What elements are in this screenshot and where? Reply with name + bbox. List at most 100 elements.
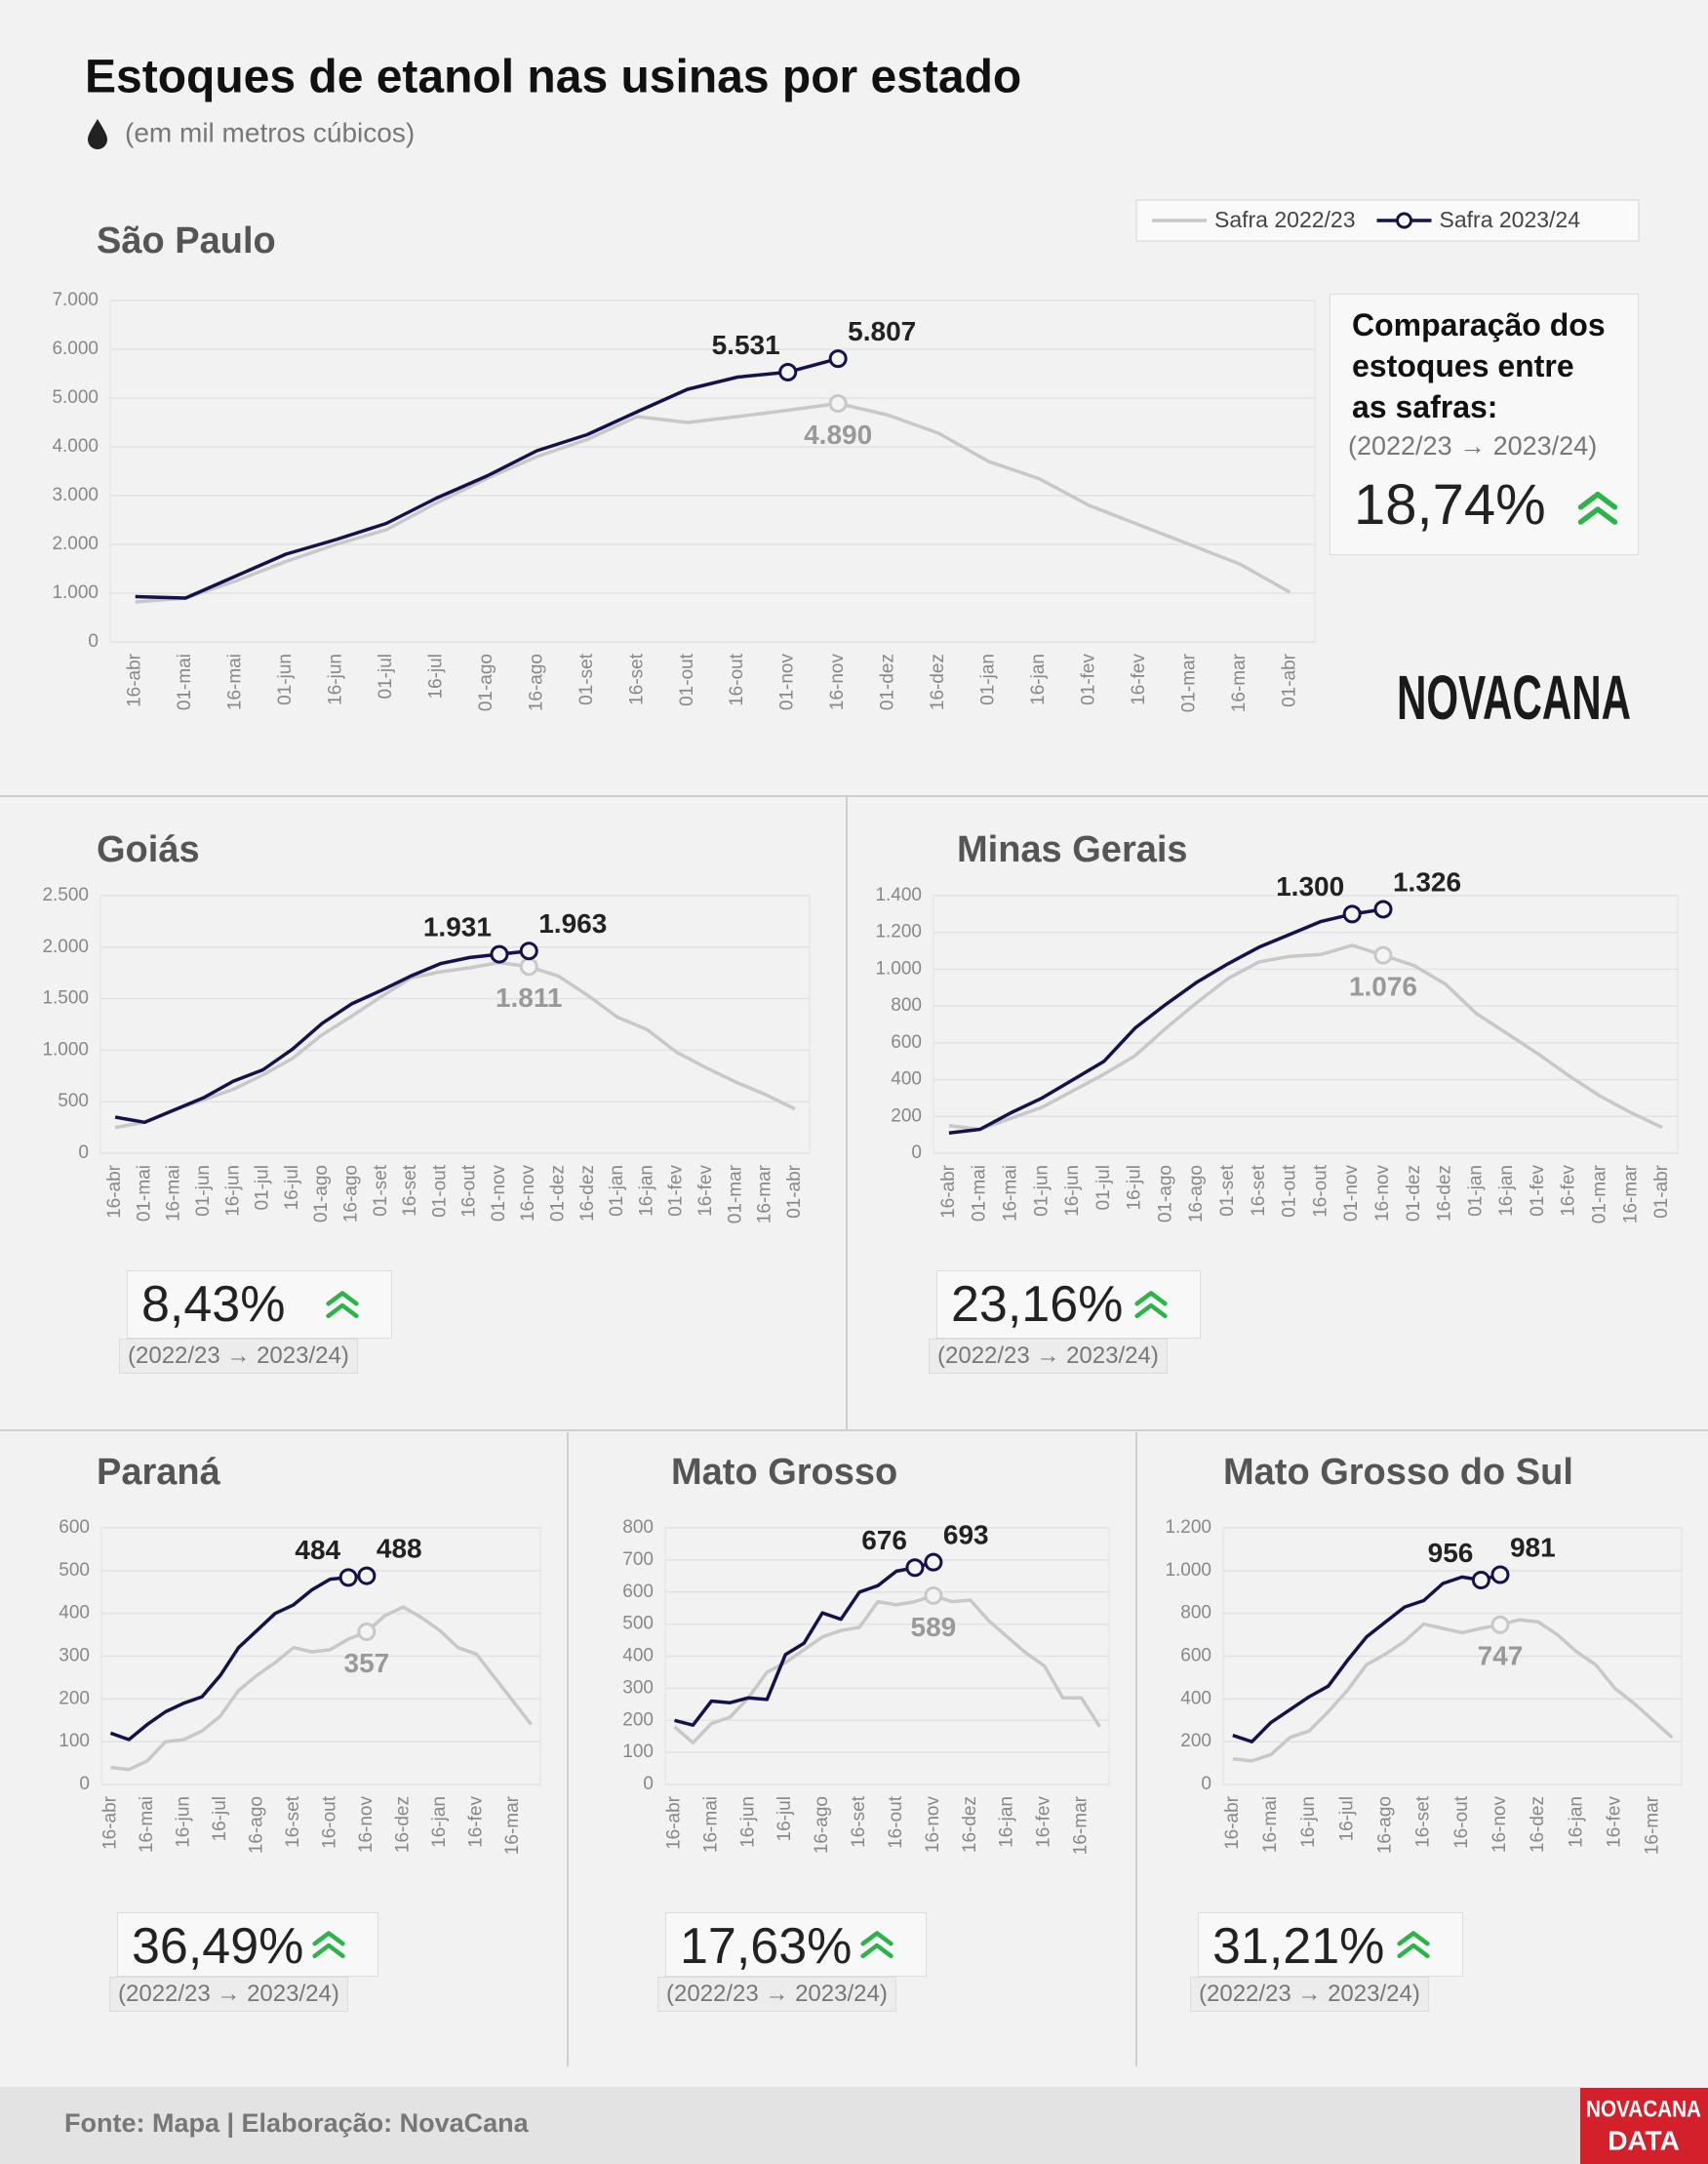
x-tick-label: 01-dez [878,654,898,710]
x-tick-label: 16-jul [1336,1796,1357,1841]
y-tick-label: 200 [1180,1731,1211,1751]
change-chevron [326,1302,359,1319]
y-tick-label: 200 [622,1709,654,1730]
x-tick-label: 01-ago [311,1165,332,1222]
x-tick-label: 01-abr [784,1164,805,1219]
x-tick-label: 16-abr [125,653,145,707]
y-tick-label: 300 [622,1677,654,1698]
change-value: 18,74% [1354,473,1546,537]
value-label: 747 [1478,1641,1524,1671]
x-tick-label: 16-mar [1620,1164,1641,1223]
comparison-period: (2022/23 → 2023/24) [1348,431,1598,461]
y-tick-label: 0 [79,1774,90,1794]
point-marker [905,1558,925,1578]
logo: NOVACANA [1397,662,1631,733]
x-tick-label: 16-mai [700,1796,721,1853]
x-tick-label: 01-out [677,653,697,706]
change-chevron [1577,506,1618,525]
legend-label: Safra 2023/24 [1440,207,1581,232]
y-tick-label: 6.000 [52,339,99,359]
x-tick-label: 16-out [1310,1164,1331,1218]
change-chevron [312,1931,345,1946]
x-tick-label: 16-jun [222,1165,243,1217]
y-tick-label: 3.000 [52,485,99,505]
point-marker [519,957,538,977]
comparison-period: (2022/23 → 2023/24) [657,1977,896,2012]
x-tick-label: 16-jul [282,1165,302,1210]
comparison-box: 23,16% [936,1270,1201,1339]
x-tick-label: 16-out [319,1795,339,1849]
chart-title: Goiás [97,829,200,870]
x-tick-label: 16-dez [577,1165,598,1222]
x-tick-label: 16-mai [137,1796,157,1853]
x-tick-label: 16-set [283,1795,303,1848]
value-label: 5.807 [848,316,916,346]
y-tick-label: 5.000 [52,387,99,408]
chart-title: Paraná [97,1452,221,1493]
x-tick-label: 16-jul [1125,1165,1145,1210]
x-tick-label: 01-abr [1651,1164,1672,1219]
x-tick-label: 16-set [1413,1795,1434,1848]
x-tick-label: 01-jun [275,654,296,705]
x-tick-label: 01-jan [607,1165,627,1217]
change-value: 17,63% [680,1918,853,1975]
comparison-period: (2022/23 → 2023/24) [929,1339,1168,1374]
x-tick-label: 16-jan [1028,654,1049,705]
value-label: 484 [295,1535,340,1565]
series-line [110,1605,533,1772]
y-tick-label: 0 [911,1142,922,1163]
change-value: 31,21% [1212,1918,1385,1975]
x-tick-label: 16-jul [210,1796,230,1841]
y-tick-label: 4.000 [52,436,99,457]
page-title: Estoques de etanol nas usinas por estado [85,52,1021,103]
y-tick-label: 500 [59,1560,90,1581]
y-tick-label: 400 [891,1069,922,1090]
y-tick-label: 300 [59,1646,90,1666]
y-tick-label: 200 [59,1688,90,1708]
change-chevron [860,1943,894,1959]
series-line [114,948,530,1125]
x-tick-label: 01-out [429,1164,450,1218]
x-tick-label: 16-out [459,1164,480,1218]
y-tick-label: 500 [58,1091,89,1111]
x-tick-label: 16-mar [502,1795,523,1855]
value-label: 1.300 [1276,871,1344,902]
point-marker [1373,945,1393,965]
value-label: 488 [377,1533,422,1563]
value-label: 357 [344,1648,390,1678]
chart-title: Mato Grosso do Sul [1223,1452,1573,1493]
series-line [948,907,1384,1136]
change-chevron [326,1291,359,1306]
x-tick-label: 01-mar [1590,1164,1610,1223]
x-tick-label: 01-mar [1178,653,1199,712]
change-value: 8,43% [141,1276,286,1333]
change-chevron [1577,492,1618,510]
x-tick-label: 16-mai [1260,1796,1281,1853]
footer-band [0,2087,1708,2164]
series-line [109,1574,368,1742]
x-tick-label: 16-jun [326,654,346,705]
x-tick-label: 01-mar [725,1164,745,1223]
x-tick-label: 16-mai [164,1165,184,1222]
x-tick-label: 16-jun [173,1796,193,1848]
x-tick-label: 16-jun [1062,1165,1083,1217]
y-tick-label: 100 [622,1742,654,1762]
y-tick-label: 800 [891,995,922,1016]
point-marker [1490,1565,1510,1584]
x-tick-label: 16-set [400,1164,420,1217]
y-tick-label: 0 [1201,1774,1211,1794]
x-tick-label: 16-ago [246,1796,266,1854]
x-tick-label: 01-jul [376,654,396,699]
y-tick-label: 800 [622,1517,654,1538]
comparison-box: 36,49% [117,1912,378,1977]
x-tick-label: 01-jan [1465,1165,1486,1217]
point-marker [1490,1615,1510,1634]
x-tick-label: 16-abr [1222,1795,1243,1850]
x-tick-label: 16-fev [1129,654,1149,705]
value-label: 1.076 [1349,971,1417,1001]
y-tick-label: 1.200 [1165,1517,1211,1538]
y-tick-label: 600 [891,1032,922,1053]
y-tick-label: 2.000 [52,534,99,554]
x-tick-label: 16-out [886,1795,906,1849]
